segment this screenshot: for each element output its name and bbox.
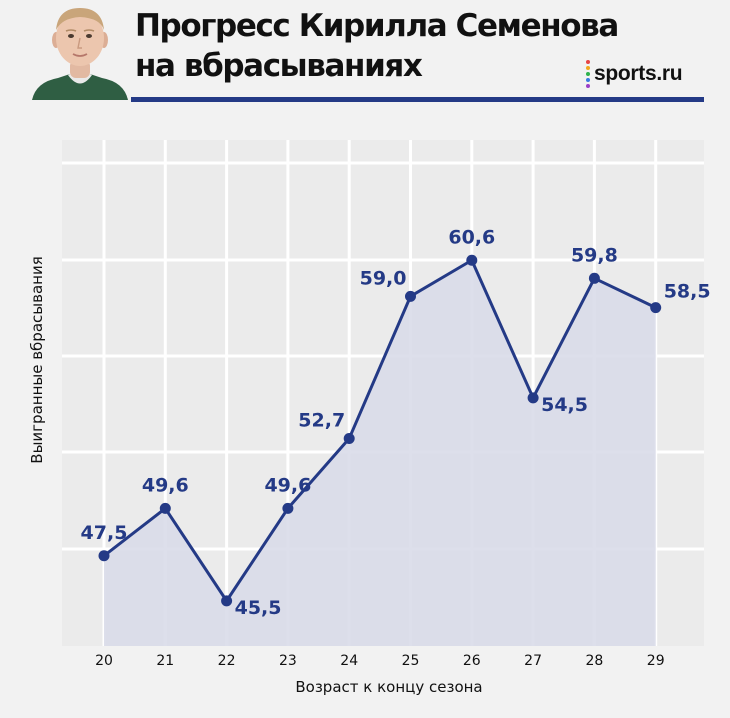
data-point-26 — [466, 254, 478, 266]
x-tick-25: 25 — [402, 653, 420, 669]
player-photo — [30, 2, 130, 100]
x-tick-29: 29 — [647, 653, 665, 669]
data-label-21: 49,6 — [142, 474, 189, 496]
area-fill — [104, 260, 656, 646]
data-point-21 — [159, 502, 171, 514]
x-tick-20: 20 — [95, 653, 113, 669]
x-tick-28: 28 — [585, 653, 603, 669]
logo-dots-icon — [586, 60, 590, 88]
x-tick-26: 26 — [463, 653, 481, 669]
data-label-27: 54,5 — [541, 394, 588, 416]
data-label-20: 47,5 — [81, 522, 128, 544]
data-point-23 — [282, 502, 294, 514]
data-label-24: 52,7 — [298, 409, 345, 431]
sports-ru-logo: sports.ru — [586, 60, 683, 88]
x-tick-21: 21 — [156, 653, 174, 669]
series-line — [103, 258, 657, 603]
logo-dot-4 — [586, 84, 590, 88]
data-point-28 — [588, 272, 600, 284]
x-tick-labels: 20 21 22 23 24 25 26 27 28 29 — [95, 653, 665, 669]
data-label-26: 60,6 — [448, 226, 495, 248]
data-label-22: 45,5 — [235, 597, 282, 619]
data-point-27 — [527, 392, 539, 404]
logo-dot-3 — [586, 78, 590, 82]
data-labels: 47,5 49,6 45,5 49,6 52,7 59,0 60,6 54,5 59,8 58,5 — [81, 226, 711, 619]
series-polyline — [103, 258, 657, 603]
data-point-25 — [405, 290, 416, 302]
title-line-1: Прогресс Кирилла Семенова — [135, 8, 619, 44]
logo-text: sports.ru — [594, 62, 683, 85]
chart-title: Прогресс Кирилла Семенова на вбрасывания… — [135, 6, 619, 86]
title-line-2: на вбрасываниях — [135, 48, 423, 84]
logo-dot-1 — [586, 66, 590, 70]
data-point-22 — [221, 595, 233, 607]
data-point-20 — [98, 550, 110, 562]
data-points — [98, 254, 662, 607]
data-label-25: 59,0 — [360, 267, 407, 289]
logo-dot-2 — [586, 72, 590, 76]
header-divider — [131, 97, 704, 102]
chart-header: Прогресс Кирилла Семенова на вбрасывания… — [0, 0, 730, 106]
data-point-24 — [343, 432, 355, 444]
data-label-29: 58,5 — [664, 281, 711, 303]
data-point-29 — [650, 302, 662, 314]
x-tick-23: 23 — [279, 653, 297, 669]
x-tick-24: 24 — [340, 653, 358, 669]
y-axis-label: Выигранные вбрасывания — [28, 256, 46, 464]
area-shape — [104, 260, 656, 646]
x-axis-label: Возраст к концу сезона — [295, 678, 483, 696]
x-tick-27: 27 — [524, 653, 542, 669]
logo-dot-0 — [586, 60, 590, 64]
data-label-23: 49,6 — [264, 474, 311, 496]
data-label-28: 59,8 — [571, 244, 618, 266]
x-tick-22: 22 — [218, 653, 236, 669]
